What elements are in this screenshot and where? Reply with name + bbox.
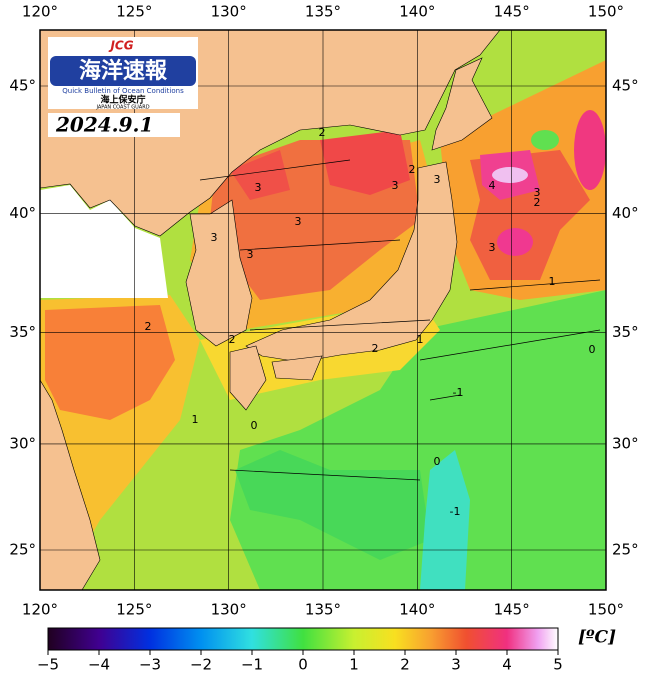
contour-label: 0	[434, 455, 441, 468]
colorbar-tick-label: 2	[400, 656, 410, 674]
logo-subtitle: Quick Bulletin of Ocean Conditions	[62, 87, 184, 95]
contour-label: 0	[251, 419, 258, 432]
colorbar-tick-label: −4	[88, 656, 110, 674]
lat-label: 30°	[9, 434, 36, 452]
lon-label: 140°	[399, 601, 435, 619]
contour-label: 1	[549, 275, 556, 288]
map-frame	[39, 29, 607, 591]
lon-label: 145°	[494, 3, 530, 21]
lon-label: 135°	[305, 3, 341, 21]
contour-label: 3	[295, 215, 302, 228]
contour-label: 2	[229, 333, 236, 346]
colorbar-tick-label: 3	[451, 656, 461, 674]
agency: 海上保安庁	[100, 94, 145, 106]
logo-banner	[50, 56, 196, 86]
contour-label: 1	[417, 333, 424, 346]
colorbar-tick-label: −5	[37, 656, 59, 674]
lat-label: 35°	[9, 323, 36, 341]
lon-label: 150°	[588, 3, 624, 21]
lat-label: 30°	[612, 434, 639, 452]
lat-label: 25°	[612, 541, 639, 559]
contour-label: 1	[192, 413, 199, 426]
contour-label: 2	[372, 342, 379, 355]
colorbar-tick-label: 4	[502, 656, 512, 674]
logo: JCG 海洋速報 Quick Bulletin of Ocean Conditi…	[48, 37, 198, 111]
lat-label: 40°	[612, 204, 639, 222]
colorbar-tick-label: −3	[139, 656, 161, 674]
date-box	[48, 113, 180, 137]
lon-label: 140°	[399, 3, 435, 21]
date: 2024.9.1	[55, 113, 153, 137]
lon-label: 120°	[22, 601, 58, 619]
lat-label: 40°	[9, 204, 36, 222]
colorbar-tick-label: 5	[553, 656, 563, 674]
contour-label: 3	[489, 241, 496, 254]
contour-label: 3	[211, 231, 218, 244]
colorbar-tick-label: 0	[298, 656, 308, 674]
contour-label: 2	[145, 320, 152, 333]
contour-label: 2	[319, 126, 326, 139]
lat-label: 25°	[9, 541, 36, 559]
lon-label: 130°	[211, 3, 247, 21]
contour-label: -1	[450, 505, 461, 518]
logo-mark: JCG	[108, 39, 133, 53]
lon-label: 125°	[116, 601, 152, 619]
contour-label: 3	[434, 173, 441, 186]
lon-label: 130°	[211, 601, 247, 619]
lon-label: 120°	[22, 3, 58, 21]
contour-label: 2	[534, 196, 541, 209]
logo-title: 海洋速報	[79, 58, 168, 84]
colorbar-tick-label: −2	[190, 656, 212, 674]
lat-label: 35°	[612, 323, 639, 341]
colorbar-tick-label: −1	[241, 656, 263, 674]
contour-label: 2	[409, 163, 416, 176]
colorbar-tick-label: 1	[349, 656, 359, 674]
contour-label: 4	[489, 179, 496, 192]
agency-en: JAPAN COAST GUARD	[95, 105, 149, 111]
colorbar	[47, 627, 559, 651]
contour-label: 0	[589, 343, 596, 356]
lon-label: 125°	[116, 3, 152, 21]
lon-label: 145°	[494, 601, 530, 619]
contour-label: 3	[255, 181, 262, 194]
lon-label: 135°	[305, 601, 341, 619]
contour-label: -1	[453, 386, 464, 399]
lon-label: 150°	[588, 601, 624, 619]
contour-label: 3	[534, 186, 541, 199]
colorbar-unit: [ºC]	[578, 628, 616, 648]
colorbar-ticks: −5 −4 −3 −2 −1 0 1 2 3 4 5	[37, 650, 563, 674]
contour-label: 3	[247, 248, 254, 261]
lat-label: 45°	[9, 77, 36, 95]
contour-label: 3	[392, 179, 399, 192]
lat-label: 45°	[612, 77, 639, 95]
